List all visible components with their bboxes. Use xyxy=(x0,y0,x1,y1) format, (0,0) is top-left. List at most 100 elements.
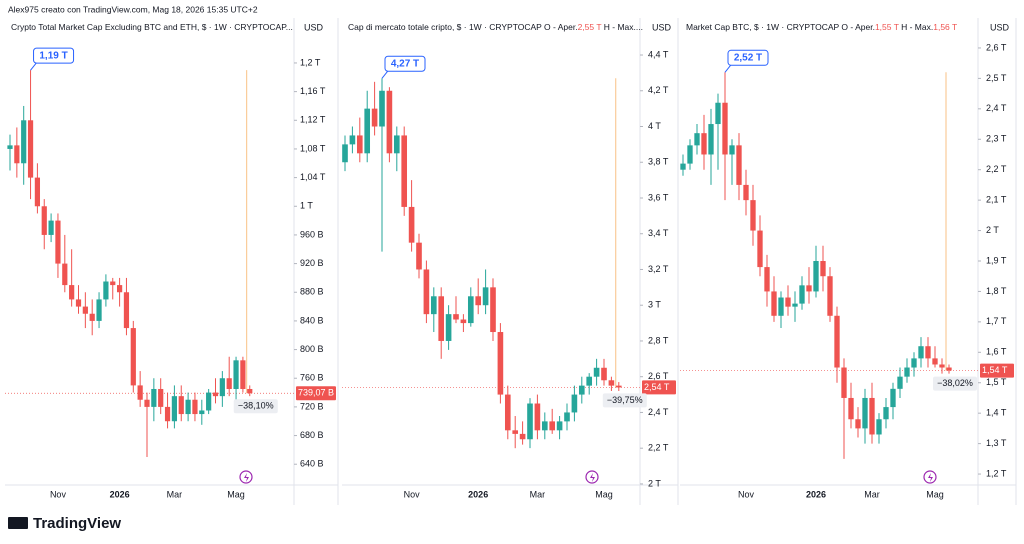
candle-body xyxy=(680,163,686,170)
candle-body xyxy=(386,90,393,154)
candle-body xyxy=(206,392,212,411)
y-tick-label: 1,16 T xyxy=(300,86,326,96)
y-tick-label: 920 B xyxy=(300,258,324,268)
candle-body xyxy=(69,285,75,300)
x-tick-label: 2026 xyxy=(110,489,130,499)
candle-body xyxy=(722,102,728,155)
peak-label-box xyxy=(384,55,426,72)
y-tick-label: 1 T xyxy=(300,201,313,211)
candle-body xyxy=(932,358,938,365)
candle-body xyxy=(7,145,13,149)
candle-body xyxy=(226,378,232,389)
price-tag-label: 739,07 B xyxy=(298,388,334,398)
candle-body xyxy=(247,388,253,394)
y-tick-label: 3,4 T xyxy=(648,228,669,238)
y-tick-label: 840 B xyxy=(300,315,324,325)
candle-body xyxy=(475,296,482,306)
candle-body xyxy=(527,403,533,440)
candle-body xyxy=(21,120,27,164)
candle-body xyxy=(827,276,833,316)
y-tick-label: 2 T xyxy=(648,478,661,488)
candle-body xyxy=(199,410,205,415)
x-tick-label: Mar xyxy=(864,489,880,499)
title-part: 1,56 T xyxy=(933,22,957,32)
candle-body xyxy=(130,328,136,386)
x-tick-label: Mar xyxy=(167,489,183,499)
candle-body xyxy=(897,376,903,389)
price-tag xyxy=(642,380,676,395)
candle-body xyxy=(904,367,910,377)
alert-icon xyxy=(585,470,599,484)
candle-body xyxy=(519,433,526,440)
unit-label: USD xyxy=(652,22,672,32)
x-tick-label: Nov xyxy=(50,489,67,499)
y-tick-label: 1,2 T xyxy=(300,57,321,67)
page-header: Alex975 creato con TradingView.com, Mag … xyxy=(8,4,258,14)
candle-body xyxy=(14,145,20,164)
candle-body xyxy=(939,364,945,368)
x-tick-label: Nov xyxy=(738,489,755,499)
candle-body xyxy=(62,263,68,286)
candle-body xyxy=(708,124,714,155)
y-tick-label: 2,3 T xyxy=(986,134,1007,144)
y-tick-label: 2,8 T xyxy=(648,335,669,345)
y-tick-label: 2 T xyxy=(986,225,999,235)
candle-body xyxy=(715,102,721,125)
candle-body xyxy=(918,346,924,359)
candle-body xyxy=(601,367,607,381)
candle-body xyxy=(371,108,378,127)
peak-label: 2,52 T xyxy=(734,52,762,63)
candle-body xyxy=(799,285,805,304)
candle-body xyxy=(593,367,600,377)
y-tick-label: 1,8 T xyxy=(986,286,1007,296)
x-tick-label: 2026 xyxy=(468,489,488,499)
change-box xyxy=(933,376,977,391)
candle-body xyxy=(379,90,385,127)
peak-label-box xyxy=(33,47,75,64)
change-box xyxy=(602,393,647,408)
candle-body xyxy=(876,419,882,435)
candle-body xyxy=(408,206,415,243)
candle-body xyxy=(233,360,239,389)
candle-body xyxy=(144,399,150,407)
candle-body xyxy=(578,385,585,395)
y-tick-label: 4,4 T xyxy=(648,49,669,59)
candle-body xyxy=(453,314,459,320)
candle-body xyxy=(82,306,88,314)
candle-body xyxy=(615,385,622,388)
y-tick-label: 1,12 T xyxy=(300,115,326,125)
candle-body xyxy=(778,297,784,316)
candle-body xyxy=(482,287,489,306)
y-tick-label: 2,4 T xyxy=(648,407,669,417)
peak-label: 1,19 T xyxy=(39,50,67,61)
y-tick-label: 4 T xyxy=(648,121,661,131)
x-tick-label: Mar xyxy=(530,489,546,499)
candle-body xyxy=(460,319,467,324)
candle-body xyxy=(883,407,889,420)
candle-body xyxy=(946,367,952,371)
candle-body xyxy=(467,296,474,324)
candle-body xyxy=(806,285,812,292)
y-tick-label: 880 B xyxy=(300,287,324,297)
candle-body xyxy=(219,378,225,397)
price-tag-label: 1,54 T xyxy=(982,365,1008,375)
title-part: H - Max. xyxy=(899,22,933,32)
y-tick-label: 2,2 T xyxy=(648,443,669,453)
alert-icon-bolt xyxy=(244,473,249,482)
y-tick-label: 1,3 T xyxy=(986,438,1007,448)
peak-label-box xyxy=(727,49,769,66)
candle-body xyxy=(34,177,41,207)
candle-body xyxy=(41,206,47,235)
x-tick-label: Mag xyxy=(227,489,245,499)
title-part: Crypto Total Market Cap Excluding BTC an… xyxy=(11,22,293,32)
candle-body xyxy=(687,145,693,164)
candle-body xyxy=(911,358,917,368)
candle-body xyxy=(123,292,130,329)
y-tick-label: 2,6 T xyxy=(648,371,669,381)
candle-body xyxy=(694,133,700,146)
x-tick-label: Mag xyxy=(595,489,613,499)
y-tick-label: 3,6 T xyxy=(648,192,669,202)
candle-body xyxy=(792,303,798,307)
unit-label: USD xyxy=(304,22,324,32)
